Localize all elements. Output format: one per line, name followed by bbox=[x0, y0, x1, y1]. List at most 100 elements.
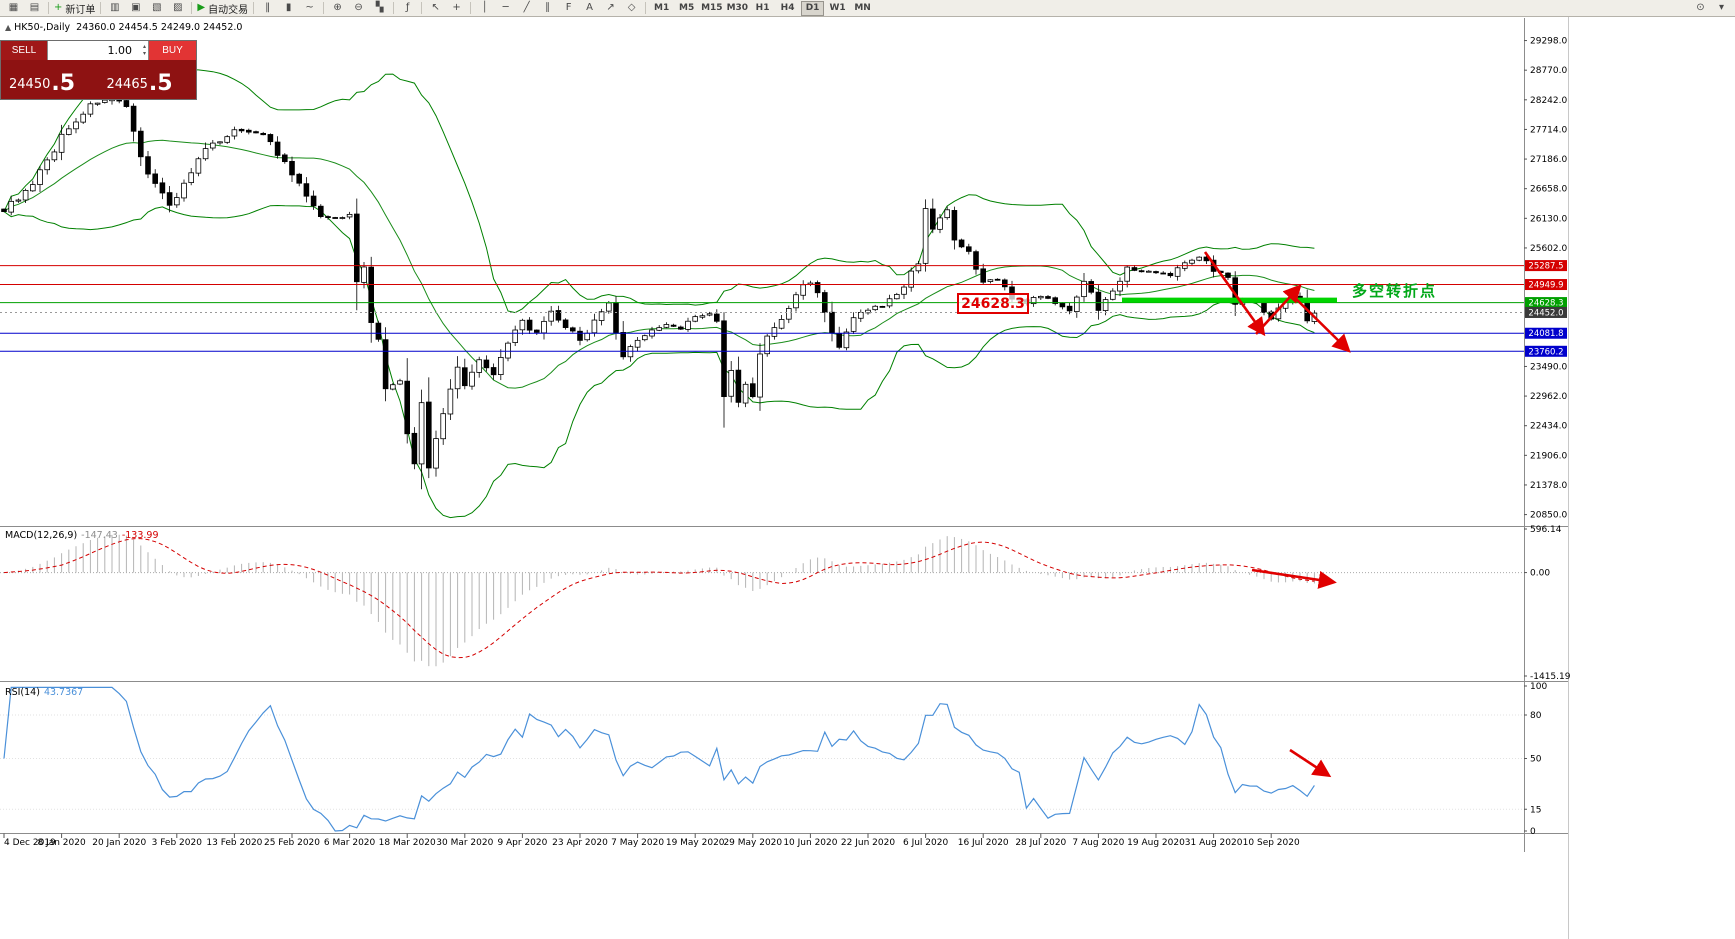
price-axis-tag[interactable]: 24949.9 bbox=[1525, 279, 1567, 291]
price-axis-tag[interactable]: 25287.5 bbox=[1525, 260, 1567, 272]
timeframe-m30-button[interactable]: M30 bbox=[726, 2, 749, 13]
tile-windows-button[interactable]: ▚ bbox=[369, 1, 390, 15]
price-axis-tag[interactable]: 24628.3 bbox=[1525, 297, 1567, 309]
macd-name: MACD(12,26,9) bbox=[5, 530, 78, 541]
data-window-button[interactable]: ▣ bbox=[125, 1, 146, 15]
trend-arrow[interactable] bbox=[1203, 251, 1266, 337]
symbol-period: HK50-,Daily bbox=[14, 22, 71, 33]
trend-arrow[interactable] bbox=[1288, 291, 1351, 353]
line-chart-icon: ~ bbox=[305, 2, 314, 13]
autotrade-button-label: 自动交易 bbox=[208, 4, 249, 16]
timeframe-d1-button[interactable]: D1 bbox=[801, 0, 825, 16]
zoom-out-icon: ⊖ bbox=[354, 2, 363, 13]
trend-arrow[interactable] bbox=[1289, 748, 1332, 778]
timeframe-m15-button[interactable]: M15 bbox=[701, 2, 723, 13]
toolbar-separator bbox=[393, 2, 395, 14]
macd-main-value: -147.43 bbox=[81, 530, 118, 541]
timeframe-m5-button[interactable]: M5 bbox=[678, 2, 695, 13]
x-axis-label: 6 Jul 2020 bbox=[903, 838, 948, 848]
text-tool-button[interactable]: A bbox=[579, 1, 600, 15]
timeframe-h1-button[interactable]: H1 bbox=[755, 2, 770, 13]
trend-arrow[interactable] bbox=[1251, 568, 1337, 589]
zoom-out-button[interactable]: ⊖ bbox=[348, 1, 369, 15]
y-axis-label: 29298.0 bbox=[1530, 37, 1567, 47]
toolbar: ▦ ▤ + 新订单 ▥ ▣ ▧ ▨ ▶ 自动交易 ‖ ▮ ~ ⊕ ⊖ ▚ ƒ ↖ + │ ─ ╱ ∥ F A ↗ ◇ M1 M5 M15 M… bbox=[0, 0, 1735, 17]
trendline-tool-icon: ╱ bbox=[523, 2, 530, 13]
shapes-tool-button[interactable]: ◇ bbox=[621, 1, 642, 15]
fibonacci-tool-button[interactable]: F bbox=[558, 1, 579, 15]
rsi-value: 43.7367 bbox=[43, 687, 84, 698]
toolbar-menu-icon-button[interactable]: ▾ bbox=[1711, 1, 1732, 15]
buy-button[interactable]: BUY bbox=[149, 41, 196, 60]
cursor-tool-button[interactable]: ↖ bbox=[425, 1, 446, 15]
terminal-button[interactable]: ▨ bbox=[167, 1, 188, 15]
toolbar-menu-icon-glyph: ▾ bbox=[1718, 2, 1725, 13]
line-chart-button[interactable]: ~ bbox=[299, 1, 320, 15]
price-axis-tag[interactable]: 24081.8 bbox=[1525, 327, 1567, 340]
rsi-scale-label: 80 bbox=[1530, 711, 1542, 721]
x-axis-label: 4 Dec 2019 bbox=[4, 838, 56, 848]
candlestick-chart-button[interactable]: ▮ bbox=[278, 1, 299, 15]
x-axis-label: 20 Jan 2020 bbox=[92, 838, 146, 848]
price-tag-value: 24628.3 bbox=[1528, 299, 1563, 309]
arrow-tool-button[interactable]: ↗ bbox=[600, 1, 621, 15]
price-axis-tag[interactable]: 23760.2 bbox=[1525, 345, 1567, 358]
x-axis-label: 19 Aug 2020 bbox=[1127, 838, 1185, 848]
toolbar-separator bbox=[323, 2, 325, 14]
y-axis-label: 25602.0 bbox=[1530, 244, 1567, 254]
y-axis-label: 21906.0 bbox=[1530, 451, 1567, 461]
timeframe-m1-button[interactable]: M1 bbox=[653, 2, 670, 13]
x-axis-label: 10 Jun 2020 bbox=[783, 838, 837, 848]
horizontal-line-tool-button[interactable]: ─ bbox=[495, 1, 516, 15]
timeframe-mn-button[interactable]: MN bbox=[854, 2, 871, 13]
fibonacci-tool-icon: F bbox=[565, 2, 572, 13]
new-order-button-label: 新订单 bbox=[65, 4, 96, 16]
search-icon-button[interactable]: ⊙ bbox=[1690, 1, 1711, 15]
current-price-tag[interactable]: 24452.0 bbox=[1525, 306, 1567, 319]
vertical-line-tool-button[interactable]: │ bbox=[474, 1, 495, 15]
market-watch-button[interactable]: ▥ bbox=[104, 1, 125, 15]
autotrade-button[interactable]: ▶ 自动交易 bbox=[195, 1, 250, 16]
horizontal-lines[interactable] bbox=[0, 265, 1524, 352]
volume-decrease-button[interactable]: ▾ bbox=[142, 50, 146, 57]
chart-background[interactable] bbox=[0, 17, 1735, 939]
navigator-button[interactable]: ▧ bbox=[146, 1, 167, 15]
chart-icon: ▲ bbox=[5, 23, 12, 32]
buy-price[interactable]: 24465 .5 bbox=[99, 60, 197, 99]
bar-chart-button[interactable]: ‖ bbox=[257, 1, 278, 15]
macd-scale-label: 596.14 bbox=[1530, 525, 1562, 535]
y-axis-label: 23490.0 bbox=[1530, 362, 1567, 372]
crosshair-tool-button[interactable]: + bbox=[446, 1, 467, 15]
price-callout[interactable]: 24628.3 bbox=[957, 293, 1029, 314]
price-tag-value: 24452.0 bbox=[1528, 308, 1563, 318]
candlestick-chart-icon: ▮ bbox=[285, 2, 292, 13]
turning-point-label[interactable]: 多空转折点 bbox=[1352, 282, 1438, 300]
toolbar-separator bbox=[48, 2, 49, 14]
timeframe-h4-button[interactable]: H4 bbox=[780, 2, 795, 13]
indicators-button[interactable]: ƒ bbox=[397, 1, 418, 15]
annotation-arrows[interactable] bbox=[1203, 251, 1351, 778]
x-axis-label: 31 Aug 2020 bbox=[1185, 838, 1243, 848]
new-order-button[interactable]: + 新订单 bbox=[52, 1, 97, 16]
zoom-in-button[interactable]: ⊕ bbox=[327, 1, 348, 15]
buy-price-main: 24465 bbox=[106, 77, 148, 92]
new-chart-button[interactable]: ▦ bbox=[3, 1, 24, 15]
chart-profiles-button[interactable]: ▤ bbox=[24, 1, 45, 15]
y-axis-label: 26658.0 bbox=[1530, 185, 1567, 195]
y-axis-label: 22434.0 bbox=[1530, 422, 1567, 432]
sell-price[interactable]: 24450 .5 bbox=[1, 60, 99, 99]
trendline-tool-button[interactable]: ╱ bbox=[516, 1, 537, 15]
timeframe-w1-button[interactable]: W1 bbox=[829, 2, 846, 13]
volume-input[interactable]: 1.00 ▴ ▾ bbox=[47, 41, 149, 60]
toolbar-separator bbox=[645, 2, 647, 14]
volume-increase-button[interactable]: ▴ bbox=[142, 43, 146, 50]
macd-histogram bbox=[10, 534, 1315, 667]
horizontal-line-tool-icon: ─ bbox=[502, 2, 509, 13]
price-scale[interactable]: 29298.0 28770.0 28242.0 27714.0 27186.0 26658… bbox=[1524, 37, 1571, 837]
ohlc-low: 24249.0 bbox=[160, 22, 201, 33]
sell-button[interactable]: SELL bbox=[1, 41, 47, 60]
channel-tool-button[interactable]: ∥ bbox=[537, 1, 558, 15]
text-tool-icon: A bbox=[586, 2, 594, 13]
